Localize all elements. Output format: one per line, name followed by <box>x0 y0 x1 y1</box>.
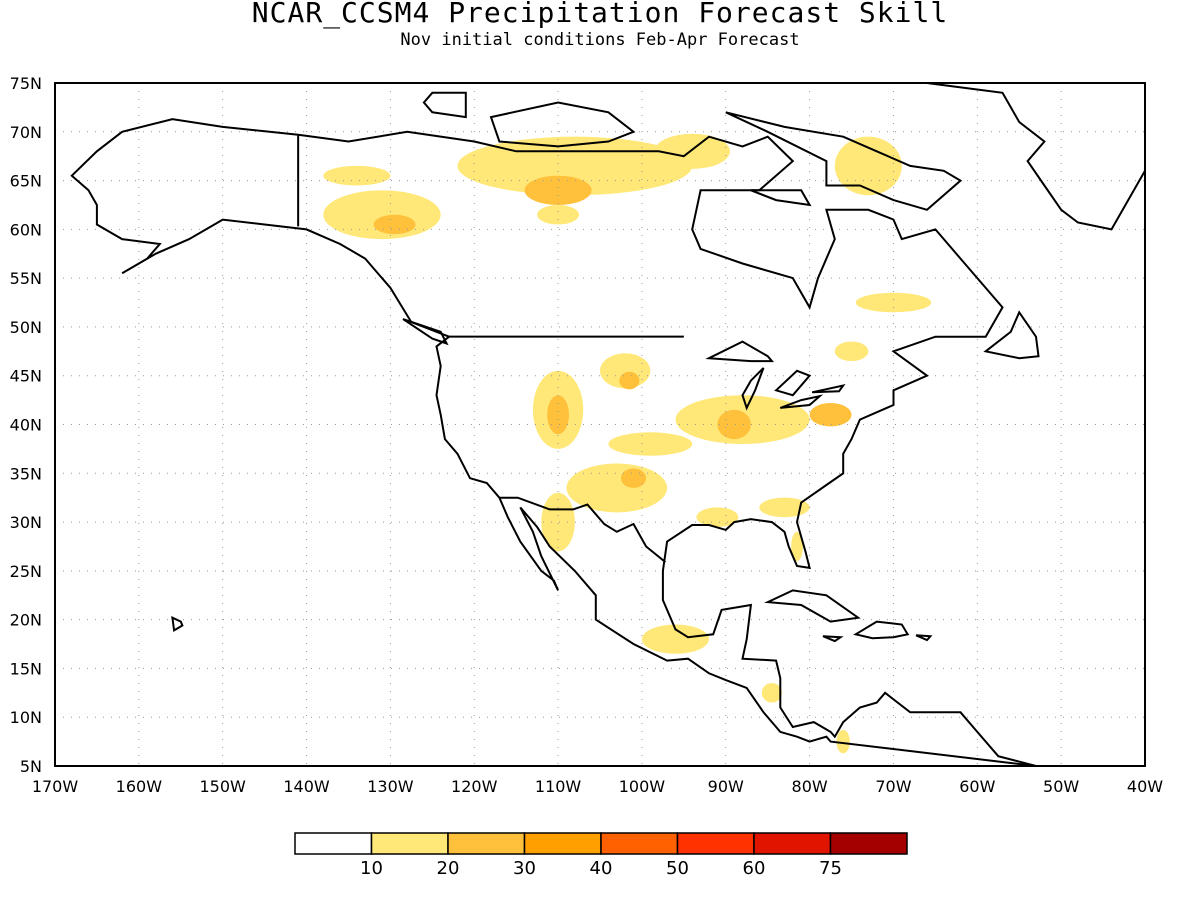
legend-swatch <box>600 832 679 855</box>
coastline <box>725 111 963 211</box>
lat-label: 65N <box>10 172 42 191</box>
coastline <box>983 310 1040 360</box>
coastline <box>489 101 636 148</box>
coastline <box>811 383 846 394</box>
legend-label: 20 <box>437 858 460 879</box>
latitude-labels: 75N 70N 65N 60N 55N 50N 45N 40N 35N 30N 25N 20N 15N 1… <box>10 74 42 776</box>
lon-label: 40W <box>1127 777 1163 796</box>
lat-label: 50N <box>10 318 42 337</box>
skill-region <box>791 531 803 562</box>
coastline <box>924 83 1145 231</box>
skill-region <box>619 371 640 390</box>
graticule-grid <box>55 83 1145 766</box>
coastline <box>171 616 184 633</box>
lat-label: 35N <box>10 464 42 483</box>
lon-label: 110W <box>535 777 582 796</box>
lat-label: 40N <box>10 416 42 435</box>
coastline <box>763 589 861 623</box>
lon-label: 130W <box>367 777 414 796</box>
lon-label: 70W <box>875 777 911 796</box>
skill-region <box>541 492 575 552</box>
longitude-labels: 170W 160W 150W 140W 130W 120W 110W 100W 90W 80W 70… <box>32 777 1163 796</box>
coastline <box>741 367 765 411</box>
skill-region <box>620 468 647 488</box>
lat-label: 15N <box>10 659 42 678</box>
skill-region <box>834 136 902 196</box>
lat-label: 60N <box>10 220 42 239</box>
skill-region <box>855 292 932 313</box>
lat-label: 5N <box>20 757 42 776</box>
skill-region <box>547 395 569 435</box>
skill-region <box>524 175 592 205</box>
skill-region <box>836 729 850 754</box>
skill-region <box>834 341 869 362</box>
legend-label: 50 <box>666 858 689 879</box>
legend-swatch <box>447 832 526 855</box>
lat-label: 55N <box>10 269 42 288</box>
lon-label: 90W <box>708 777 744 796</box>
coastline <box>750 189 812 207</box>
lon-label: 80W <box>792 777 828 796</box>
skill-region <box>654 133 730 169</box>
skill-region <box>761 683 782 703</box>
skill-region <box>373 214 416 235</box>
map-frame <box>54 82 1146 767</box>
coastline <box>774 369 812 397</box>
legend-swatch <box>523 832 602 855</box>
coastline <box>402 318 449 346</box>
skill-region <box>641 624 709 654</box>
map-subtitle: Nov initial conditions Feb-Apr Forecast <box>400 30 800 50</box>
lon-label: 170W <box>32 777 79 796</box>
skill-shading-layer <box>323 133 932 754</box>
coastlines-layer <box>70 83 1145 766</box>
legend-swatch <box>676 832 755 855</box>
coastline <box>70 118 1037 766</box>
skill-region <box>809 403 852 427</box>
coastline <box>822 635 844 643</box>
lat-label: 75N <box>10 74 42 93</box>
lat-label: 20N <box>10 611 42 630</box>
coastline <box>779 394 824 409</box>
map-title: NCAR_CCSM4 Precipitation Forecast Skill <box>251 0 949 29</box>
lon-label: 120W <box>451 777 498 796</box>
border-line <box>499 496 667 563</box>
lon-label: 100W <box>619 777 666 796</box>
legend-swatch <box>370 832 449 855</box>
lat-label: 70N <box>10 123 42 142</box>
skill-region <box>566 463 668 513</box>
legend-swatch <box>753 832 832 855</box>
legend-label: 40 <box>590 858 613 879</box>
lon-label: 50W <box>1043 777 1079 796</box>
lat-label: 10N <box>10 708 42 727</box>
lon-label: 140W <box>283 777 330 796</box>
lon-label: 60W <box>959 777 995 796</box>
lat-label: 30N <box>10 513 42 532</box>
lon-label: 160W <box>116 777 163 796</box>
skill-region <box>537 204 580 225</box>
legend-label: 75 <box>819 858 842 879</box>
coastline <box>705 340 775 363</box>
legend-label: 60 <box>743 858 766 879</box>
skill-region <box>608 432 693 456</box>
legend-swatch <box>829 832 908 855</box>
skill-region <box>717 409 751 440</box>
coastline <box>853 620 910 640</box>
skill-region <box>759 497 810 518</box>
legend-swatch <box>294 832 373 855</box>
skill-region <box>323 165 391 186</box>
lat-label: 25N <box>10 562 42 581</box>
coastline <box>915 634 933 642</box>
legend-label: 10 <box>360 858 383 879</box>
legend-label: 30 <box>513 858 536 879</box>
coastline <box>422 91 467 119</box>
lon-label: 150W <box>200 777 247 796</box>
color-legend: 10 20 30 40 50 60 75 <box>294 832 908 879</box>
lat-label: 45N <box>10 367 42 386</box>
